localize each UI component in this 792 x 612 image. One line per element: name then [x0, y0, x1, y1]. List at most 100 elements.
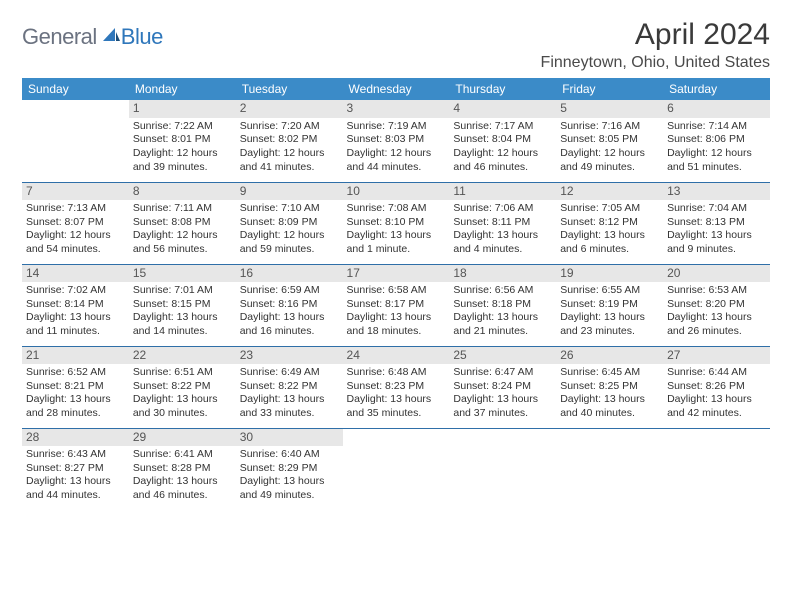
calendar-cell: 16Sunrise: 6:59 AMSunset: 8:16 PMDayligh…: [236, 264, 343, 346]
calendar-cell: 28Sunrise: 6:43 AMSunset: 8:27 PMDayligh…: [22, 428, 129, 510]
sunset-text: Sunset: 8:11 PM: [453, 216, 552, 230]
daylight-text: and 28 minutes.: [26, 407, 125, 421]
calendar-cell: 20Sunrise: 6:53 AMSunset: 8:20 PMDayligh…: [663, 264, 770, 346]
sunrise-text: Sunrise: 7:22 AM: [133, 120, 232, 134]
sunrise-text: Sunrise: 6:49 AM: [240, 366, 339, 380]
daylight-text: and 54 minutes.: [26, 243, 125, 257]
daylight-text: and 39 minutes.: [133, 161, 232, 175]
day-number: 6: [663, 100, 770, 118]
sunrise-text: Sunrise: 6:43 AM: [26, 448, 125, 462]
calendar-cell: [22, 100, 129, 182]
sunrise-text: Sunrise: 6:45 AM: [560, 366, 659, 380]
sunrise-text: Sunrise: 6:51 AM: [133, 366, 232, 380]
month-title: April 2024: [541, 18, 770, 52]
sunset-text: Sunset: 8:02 PM: [240, 133, 339, 147]
logo-text-general: General: [22, 24, 97, 50]
calendar-cell: 10Sunrise: 7:08 AMSunset: 8:10 PMDayligh…: [343, 182, 450, 264]
daylight-text: Daylight: 12 hours: [133, 147, 232, 161]
day-number: 11: [449, 183, 556, 201]
day-number: 1: [129, 100, 236, 118]
day-number: 16: [236, 265, 343, 283]
sunset-text: Sunset: 8:06 PM: [667, 133, 766, 147]
calendar-cell: 11Sunrise: 7:06 AMSunset: 8:11 PMDayligh…: [449, 182, 556, 264]
header: General Blue April 2024 Finneytown, Ohio…: [22, 18, 770, 72]
daylight-text: and 56 minutes.: [133, 243, 232, 257]
calendar-week-row: 14Sunrise: 7:02 AMSunset: 8:14 PMDayligh…: [22, 264, 770, 346]
day-number: 2: [236, 100, 343, 118]
day-header: Monday: [129, 78, 236, 100]
daylight-text: and 9 minutes.: [667, 243, 766, 257]
day-number: 8: [129, 183, 236, 201]
daylight-text: and 11 minutes.: [26, 325, 125, 339]
calendar-cell: 8Sunrise: 7:11 AMSunset: 8:08 PMDaylight…: [129, 182, 236, 264]
sunrise-text: Sunrise: 6:53 AM: [667, 284, 766, 298]
calendar-cell: 14Sunrise: 7:02 AMSunset: 8:14 PMDayligh…: [22, 264, 129, 346]
sunset-text: Sunset: 8:24 PM: [453, 380, 552, 394]
sunset-text: Sunset: 8:28 PM: [133, 462, 232, 476]
sunrise-text: Sunrise: 6:47 AM: [453, 366, 552, 380]
sunrise-text: Sunrise: 6:59 AM: [240, 284, 339, 298]
daylight-text: Daylight: 13 hours: [667, 229, 766, 243]
daylight-text: Daylight: 13 hours: [560, 229, 659, 243]
calendar-table: Sunday Monday Tuesday Wednesday Thursday…: [22, 78, 770, 510]
calendar-week-row: 28Sunrise: 6:43 AMSunset: 8:27 PMDayligh…: [22, 428, 770, 510]
daylight-text: and 33 minutes.: [240, 407, 339, 421]
sunrise-text: Sunrise: 6:48 AM: [347, 366, 446, 380]
calendar-cell: 22Sunrise: 6:51 AMSunset: 8:22 PMDayligh…: [129, 346, 236, 428]
day-number: 18: [449, 265, 556, 283]
day-header-row: Sunday Monday Tuesday Wednesday Thursday…: [22, 78, 770, 100]
calendar-cell: 24Sunrise: 6:48 AMSunset: 8:23 PMDayligh…: [343, 346, 450, 428]
daylight-text: Daylight: 12 hours: [240, 147, 339, 161]
sunset-text: Sunset: 8:20 PM: [667, 298, 766, 312]
daylight-text: Daylight: 13 hours: [133, 393, 232, 407]
sunrise-text: Sunrise: 7:17 AM: [453, 120, 552, 134]
calendar-cell: 1Sunrise: 7:22 AMSunset: 8:01 PMDaylight…: [129, 100, 236, 182]
sunset-text: Sunset: 8:23 PM: [347, 380, 446, 394]
daylight-text: Daylight: 12 hours: [133, 229, 232, 243]
calendar-cell: 12Sunrise: 7:05 AMSunset: 8:12 PMDayligh…: [556, 182, 663, 264]
daylight-text: Daylight: 13 hours: [133, 311, 232, 325]
calendar-cell: 29Sunrise: 6:41 AMSunset: 8:28 PMDayligh…: [129, 428, 236, 510]
sunrise-text: Sunrise: 7:14 AM: [667, 120, 766, 134]
daylight-text: Daylight: 13 hours: [240, 475, 339, 489]
sunrise-text: Sunrise: 7:16 AM: [560, 120, 659, 134]
day-number: 4: [449, 100, 556, 118]
sunset-text: Sunset: 8:16 PM: [240, 298, 339, 312]
day-number: 12: [556, 183, 663, 201]
day-number: 29: [129, 429, 236, 447]
sunrise-text: Sunrise: 7:05 AM: [560, 202, 659, 216]
daylight-text: and 14 minutes.: [133, 325, 232, 339]
calendar-cell: 6Sunrise: 7:14 AMSunset: 8:06 PMDaylight…: [663, 100, 770, 182]
day-number: 19: [556, 265, 663, 283]
daylight-text: Daylight: 13 hours: [347, 229, 446, 243]
calendar-cell: 13Sunrise: 7:04 AMSunset: 8:13 PMDayligh…: [663, 182, 770, 264]
daylight-text: and 37 minutes.: [453, 407, 552, 421]
calendar-cell: [663, 428, 770, 510]
calendar-week-row: 21Sunrise: 6:52 AMSunset: 8:21 PMDayligh…: [22, 346, 770, 428]
daylight-text: and 51 minutes.: [667, 161, 766, 175]
sunset-text: Sunset: 8:09 PM: [240, 216, 339, 230]
sunset-text: Sunset: 8:07 PM: [26, 216, 125, 230]
day-number: 28: [22, 429, 129, 447]
calendar-cell: [449, 428, 556, 510]
sunrise-text: Sunrise: 6:41 AM: [133, 448, 232, 462]
location: Finneytown, Ohio, United States: [541, 54, 770, 72]
daylight-text: Daylight: 13 hours: [667, 393, 766, 407]
daylight-text: and 16 minutes.: [240, 325, 339, 339]
calendar-cell: 18Sunrise: 6:56 AMSunset: 8:18 PMDayligh…: [449, 264, 556, 346]
sunrise-text: Sunrise: 6:40 AM: [240, 448, 339, 462]
day-number: 25: [449, 347, 556, 365]
day-header: Saturday: [663, 78, 770, 100]
day-number: 27: [663, 347, 770, 365]
logo-sail-icon: [101, 26, 121, 49]
daylight-text: Daylight: 13 hours: [347, 311, 446, 325]
sunrise-text: Sunrise: 7:04 AM: [667, 202, 766, 216]
daylight-text: and 49 minutes.: [240, 489, 339, 503]
day-header: Thursday: [449, 78, 556, 100]
calendar-cell: 9Sunrise: 7:10 AMSunset: 8:09 PMDaylight…: [236, 182, 343, 264]
calendar-cell: 25Sunrise: 6:47 AMSunset: 8:24 PMDayligh…: [449, 346, 556, 428]
day-number: 17: [343, 265, 450, 283]
daylight-text: Daylight: 13 hours: [453, 393, 552, 407]
calendar-cell: 26Sunrise: 6:45 AMSunset: 8:25 PMDayligh…: [556, 346, 663, 428]
day-number: 3: [343, 100, 450, 118]
